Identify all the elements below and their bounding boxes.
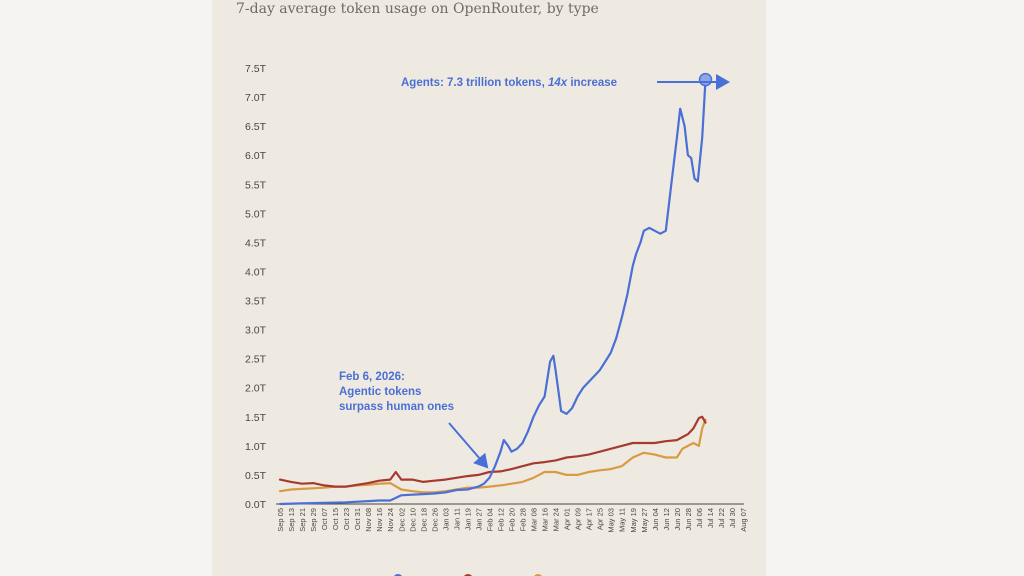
- x-tick-label: Oct 07: [320, 508, 329, 530]
- y-tick-label: 6.0T: [245, 150, 267, 162]
- y-tick-label: 2.5T: [245, 354, 267, 366]
- x-tick-label: Sep 13: [287, 508, 296, 532]
- annotation-crossover-line: surpass human ones: [339, 401, 454, 413]
- x-tick-label: Apr 01: [563, 508, 572, 530]
- series-layer: [278, 72, 713, 576]
- x-tick-label: Jun 20: [673, 508, 682, 531]
- x-tick-label: May 19: [629, 508, 638, 533]
- x-tick-label: Jul 14: [706, 508, 715, 528]
- y-tick-label: 0.0T: [245, 499, 267, 511]
- x-tick-label: Mar 08: [530, 508, 539, 531]
- x-tick-label: Dec 02: [397, 508, 406, 532]
- x-tick-label: Jun 28: [684, 508, 693, 531]
- y-tick-label: 1.0T: [245, 441, 267, 453]
- y-tick-label: 4.0T: [245, 266, 267, 278]
- y-tick-label: 5.0T: [245, 208, 267, 220]
- x-tick-label: Jan 03: [441, 508, 450, 531]
- x-tick-label: Oct 23: [342, 508, 351, 530]
- annotations: Feb 6, 2026: Agentic tokens surpass human …: [339, 74, 730, 469]
- x-tick-label: Nov 24: [386, 508, 395, 532]
- x-tick-label: Apr 17: [585, 508, 594, 530]
- x-axis: Sep 05 Sep 13 Sep 21 Sep 29 Oct 07 Oct 15 Oct …: [276, 508, 748, 533]
- x-tick-label: May 11: [618, 508, 627, 532]
- x-tick-label: Jul 06: [695, 508, 704, 528]
- x-tick-label: Apr 09: [574, 508, 583, 530]
- series-line-2: [278, 418, 707, 494]
- annotation-crossover-line: Feb 6, 2026:: [339, 371, 405, 383]
- x-tick-label: Jun 12: [662, 508, 671, 531]
- x-tick-label: Sep 05: [276, 508, 285, 532]
- annotation-crossover-line: Agentic tokens: [339, 386, 421, 398]
- y-tick-label: 0.5T: [245, 470, 267, 482]
- y-axis: 0.0T 0.5T 1.0T 1.5T 2.0T 2.5T 3.0T 3.5T 4.0T 4.5T…: [245, 63, 267, 511]
- x-tick-label: May 03: [607, 508, 616, 533]
- x-tick-label: Apr 25: [596, 508, 605, 530]
- x-tick-label: Jul 30: [728, 508, 737, 528]
- x-tick-label: Jul 22: [717, 508, 726, 528]
- y-tick-label: 7.5T: [245, 63, 267, 75]
- x-tick-label: Feb 12: [496, 508, 505, 531]
- x-tick-label: Jan 27: [474, 508, 483, 531]
- x-tick-label: Jan 19: [463, 508, 472, 531]
- annotation-peak: Agents: 7.3 trillion tokens, 14x increas…: [401, 77, 617, 89]
- x-tick-label: Jan 11: [452, 508, 461, 530]
- x-tick-label: Aug 07: [739, 508, 748, 532]
- y-tick-label: 1.5T: [245, 412, 267, 424]
- x-tick-label: Mar 16: [541, 508, 550, 531]
- crossover-arrow: [448, 422, 489, 469]
- x-tick-label: Sep 29: [309, 508, 318, 532]
- y-tick-label: 7.0T: [245, 92, 267, 104]
- x-tick-label: Dec 18: [419, 508, 428, 532]
- series-line-1: [278, 415, 707, 488]
- x-tick-label: Nov 08: [364, 508, 373, 532]
- y-tick-label: 2.0T: [245, 383, 267, 395]
- x-tick-label: May 27: [640, 508, 649, 533]
- y-tick-label: 5.5T: [245, 179, 267, 191]
- x-tick-label: Oct 31: [353, 508, 362, 530]
- x-tick-label: Nov 16: [375, 508, 384, 532]
- x-tick-label: Feb 04: [485, 508, 494, 531]
- x-tick-label: Dec 10: [408, 508, 417, 532]
- chart-title: 7-day average token usage on OpenRouter,…: [236, 1, 599, 17]
- chart-panel: [212, 0, 766, 576]
- y-tick-label: 4.5T: [245, 237, 267, 249]
- x-tick-label: Mar 24: [552, 508, 561, 531]
- y-tick-label: 3.5T: [245, 296, 267, 308]
- series-end-marker: [698, 72, 713, 87]
- x-tick-label: Oct 15: [331, 508, 340, 530]
- x-tick-label: Dec 26: [430, 508, 439, 532]
- x-tick-label: Sep 21: [298, 508, 307, 532]
- y-tick-label: 3.0T: [245, 325, 267, 337]
- x-tick-label: Feb 28: [519, 508, 528, 531]
- x-tick-label: Feb 20: [508, 508, 517, 531]
- x-tick-label: Jun 04: [651, 508, 660, 531]
- y-tick-label: 6.5T: [245, 121, 267, 133]
- series-line-0: [278, 78, 707, 506]
